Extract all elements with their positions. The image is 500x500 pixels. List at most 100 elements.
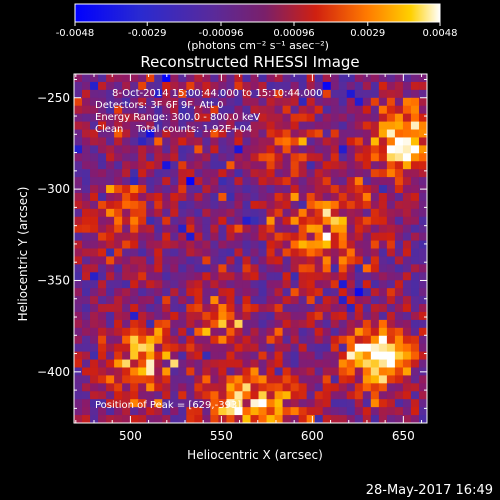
heatmap-cell [386,335,396,345]
heatmap-cell [410,81,420,91]
heatmap-cell [186,288,195,297]
heatmap-cell [194,391,203,400]
heatmap-cell [210,367,220,377]
heatmap-cell [186,145,195,154]
heatmap-cell [194,327,203,337]
heatmap-cell [290,240,300,250]
heatmap-cell [82,121,91,131]
heatmap-cell [154,161,163,170]
heatmap-cell [202,169,211,178]
heatmap-cell [218,192,228,202]
heatmap-cell [354,399,364,408]
heatmap-cell [330,177,340,186]
heatmap-cell [410,224,420,234]
heatmap-cell [122,264,131,273]
heatmap-cell [186,399,195,408]
heatmap-cell [274,97,284,107]
heatmap-cell [210,81,220,91]
heatmap-cell [298,351,308,361]
heatmap-cell [74,177,83,186]
heatmap-cell [146,264,155,273]
heatmap-cell [98,153,107,162]
heatmap-cell [122,161,131,170]
heatmap-cell [298,105,308,115]
heatmap-cell [90,407,99,416]
heatmap-cell [234,383,244,392]
heatmap-cell [370,113,380,123]
heatmap-cell [346,391,356,400]
heatmap-cell [306,288,316,297]
heatmap-cell [186,415,195,423]
heatmap-cell [378,240,388,250]
heatmap-cell [410,200,420,210]
heatmap-cell [106,105,115,115]
heatmap-cell [282,74,292,83]
heatmap-cell [354,192,364,202]
heatmap-cell [290,145,300,154]
heatmap-cell [410,335,420,345]
heatmap-cell [74,74,83,83]
heatmap-cell [202,304,211,313]
heatmap-cell [210,224,220,234]
heatmap-cell [74,200,83,210]
heatmap-cell [154,359,163,369]
heatmap-cell [178,145,187,154]
heatmap-cell [218,351,228,361]
heatmap-cell [274,81,284,91]
heatmap-cell [354,105,364,115]
heatmap-cell [106,208,115,218]
heatmap-cell [154,216,163,226]
heatmap-cell [210,296,220,305]
heatmap-cell [178,232,187,242]
heatmap-cell [386,153,396,162]
heatmap-cell [362,343,372,353]
heatmap-cell [274,192,284,202]
heatmap-cell [330,367,340,377]
heatmap-cell [330,153,340,162]
heatmap-cell [162,343,171,353]
heatmap-cell [282,248,292,258]
heatmap-cell [146,343,155,353]
heatmap-cell [162,232,171,242]
heatmap-cell [386,288,396,297]
heatmap-cell [322,137,332,146]
heatmap-cell [146,74,155,83]
heatmap-cell [90,216,99,226]
heatmap-cell [370,367,380,377]
heatmap-cell [242,311,252,321]
heatmap-cell [282,169,292,178]
heatmap-cell [314,351,324,361]
heatmap-cell [314,105,324,115]
heatmap-cell [250,192,260,202]
heatmap-cell [290,169,300,178]
heatmap-cell [338,216,348,226]
heatmap-cell [418,296,427,305]
heatmap-cell [274,415,284,423]
heatmap-cell [154,185,163,194]
heatmap-cell [226,121,236,131]
heatmap-cell [194,224,203,234]
heatmap-cell [90,113,99,123]
heatmap-cell [330,375,340,384]
heatmap-cell [242,208,252,218]
heatmap-cell [210,327,220,337]
heatmap-cell [170,391,179,400]
heatmap-cell [154,304,163,313]
heatmap-cell [330,280,340,289]
heatmap-cell [154,415,163,423]
heatmap-cell [250,296,260,305]
heatmap-cell [330,359,340,369]
heatmap-cell [114,97,123,107]
heatmap-cell [186,137,195,146]
heatmap-cell [394,224,404,234]
heatmap-cell [394,169,404,178]
heatmap-cell [250,407,260,416]
heatmap-cell [314,304,324,313]
heatmap-cell [338,129,348,139]
heatmap-cell [298,169,308,178]
heatmap-cell [242,256,252,265]
heatmap-cell [250,367,260,377]
heatmap-cell [370,192,380,202]
heatmap-cell [210,177,220,186]
heatmap-cell [242,375,252,384]
